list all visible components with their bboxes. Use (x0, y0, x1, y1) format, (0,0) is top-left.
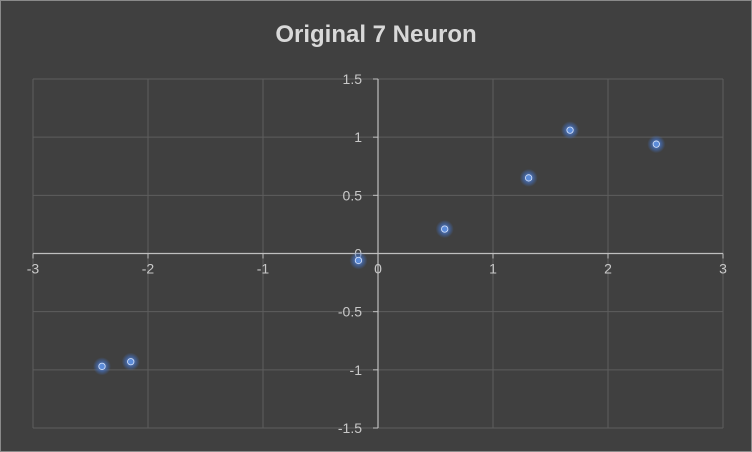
data-point-marker (525, 174, 533, 182)
data-point (561, 121, 580, 140)
data-point (519, 168, 538, 187)
data-point-marker (98, 362, 106, 370)
data-point (121, 352, 140, 371)
axis-layer (32, 78, 724, 429)
x-tick-label: -1 (257, 261, 270, 277)
y-tick-label: -0.5 (338, 304, 362, 320)
y-tick-label: -1.5 (338, 420, 362, 436)
data-point (349, 251, 368, 270)
data-point (647, 135, 666, 154)
x-tick-label: -3 (27, 261, 40, 277)
data-point (435, 220, 454, 239)
y-tick-label: 0.5 (343, 187, 363, 203)
data-point-marker (127, 358, 135, 366)
y-tick-label: -1 (350, 362, 363, 378)
x-tick-label: 1 (489, 261, 497, 277)
data-point-marker (441, 225, 449, 233)
data-point-marker (652, 140, 660, 148)
y-tick-label: 1.5 (343, 71, 363, 87)
x-tick-label: 2 (604, 261, 612, 277)
data-point-layer (93, 121, 666, 376)
x-tick-label: -2 (142, 261, 155, 277)
data-point-marker (354, 256, 363, 265)
x-tick-label: 0 (374, 261, 382, 277)
x-tick-label: 3 (719, 261, 727, 277)
chart-title: Original 7 Neuron (275, 21, 477, 48)
data-point (93, 357, 111, 376)
data-point-marker (566, 126, 574, 134)
y-tick-label: 1 (354, 129, 362, 145)
